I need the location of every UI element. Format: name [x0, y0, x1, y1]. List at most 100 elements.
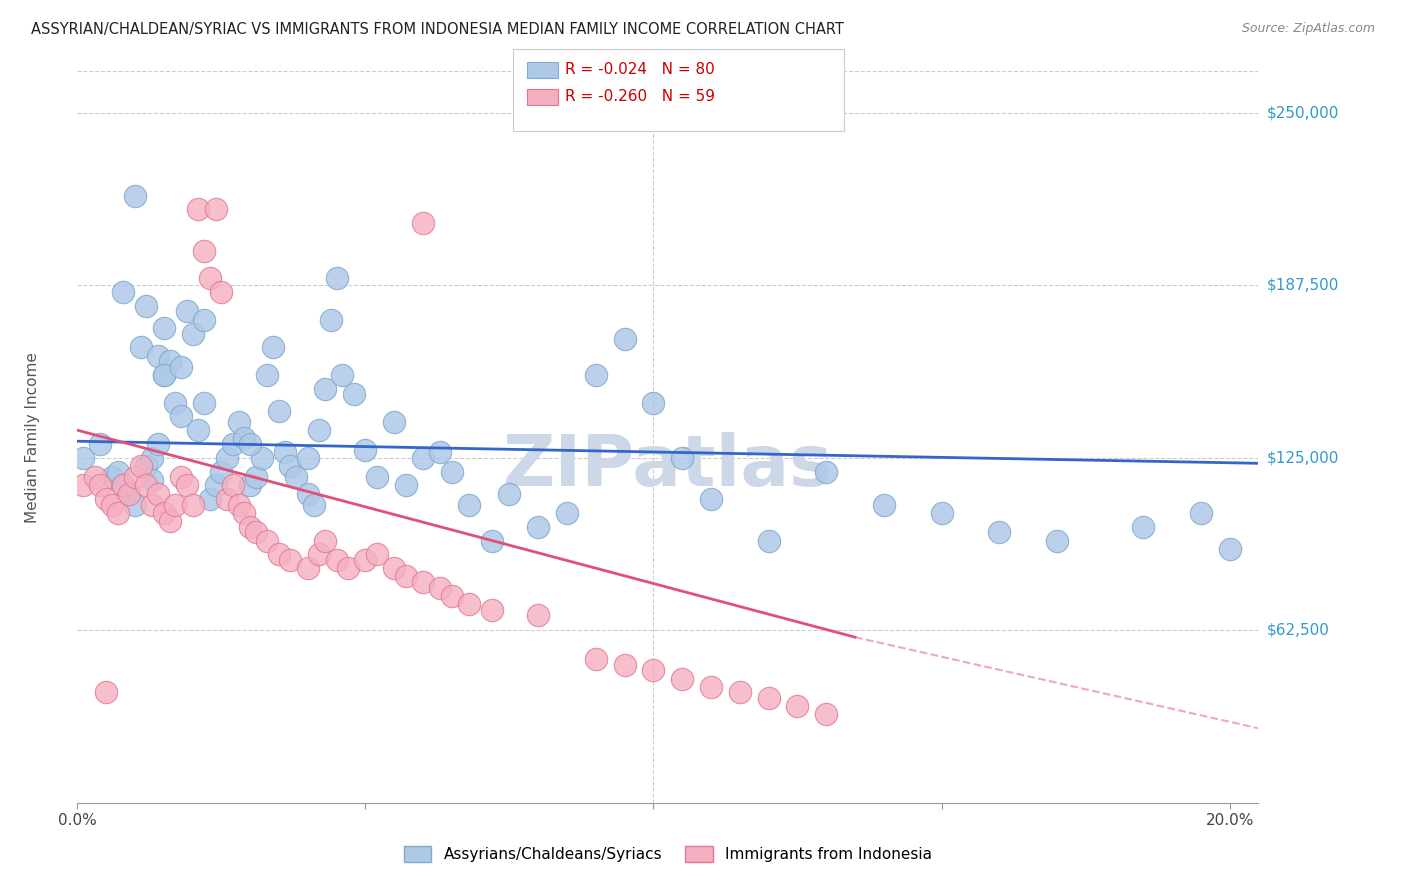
Point — [176, 478, 198, 492]
Point — [141, 473, 163, 487]
Point — [146, 349, 169, 363]
Point — [209, 285, 232, 300]
Point — [141, 450, 163, 465]
Point — [107, 506, 129, 520]
Point — [382, 561, 405, 575]
Point — [256, 368, 278, 382]
Point — [222, 437, 245, 451]
Point — [187, 423, 209, 437]
Point — [429, 445, 451, 459]
Point — [382, 415, 405, 429]
Point — [135, 478, 157, 492]
Point — [204, 202, 226, 217]
Point — [481, 602, 503, 616]
Point — [159, 354, 181, 368]
Point — [671, 672, 693, 686]
Point — [250, 450, 273, 465]
Point — [165, 498, 187, 512]
Point — [135, 458, 157, 473]
Point — [222, 478, 245, 492]
Point — [101, 470, 124, 484]
Point — [412, 216, 434, 230]
Point — [555, 506, 578, 520]
Point — [643, 663, 665, 677]
Text: $125,000: $125,000 — [1267, 450, 1339, 466]
Point — [297, 450, 319, 465]
Point — [159, 514, 181, 528]
Point — [152, 368, 174, 382]
Point — [124, 188, 146, 202]
Point — [873, 498, 896, 512]
Point — [89, 437, 111, 451]
Point — [94, 492, 117, 507]
Point — [366, 548, 388, 562]
Text: $187,500: $187,500 — [1267, 277, 1339, 293]
Point — [124, 498, 146, 512]
Point — [89, 478, 111, 492]
Text: $62,500: $62,500 — [1267, 623, 1330, 638]
Point — [274, 445, 297, 459]
Point — [198, 271, 221, 285]
Point — [217, 450, 239, 465]
Point — [758, 533, 780, 548]
Point — [1219, 541, 1241, 556]
Point — [728, 685, 751, 699]
Point — [94, 685, 117, 699]
Point — [330, 368, 353, 382]
Point — [228, 498, 250, 512]
Point — [228, 415, 250, 429]
Point — [152, 368, 174, 382]
Point — [308, 548, 330, 562]
Point — [152, 321, 174, 335]
Point — [239, 520, 262, 534]
Point — [170, 470, 193, 484]
Point — [193, 395, 215, 409]
Point — [314, 382, 336, 396]
Text: ASSYRIAN/CHALDEAN/SYRIAC VS IMMIGRANTS FROM INDONESIA MEDIAN FAMILY INCOME CORRE: ASSYRIAN/CHALDEAN/SYRIAC VS IMMIGRANTS F… — [31, 22, 844, 37]
Point — [395, 569, 418, 583]
Point — [297, 561, 319, 575]
Point — [498, 486, 520, 500]
Point — [165, 395, 187, 409]
Text: Median Family Income: Median Family Income — [25, 351, 39, 523]
Point — [233, 506, 256, 520]
Text: R = -0.024   N = 80: R = -0.024 N = 80 — [565, 62, 716, 77]
Point — [931, 506, 953, 520]
Point — [988, 525, 1011, 540]
Point — [193, 312, 215, 326]
Point — [297, 486, 319, 500]
Point — [527, 608, 550, 623]
Point — [671, 450, 693, 465]
Point — [280, 458, 302, 473]
Point — [267, 404, 290, 418]
Point — [280, 553, 302, 567]
Text: R = -0.260   N = 59: R = -0.260 N = 59 — [565, 89, 716, 103]
Point — [129, 458, 152, 473]
Point — [1046, 533, 1069, 548]
Point — [124, 470, 146, 484]
Point — [141, 498, 163, 512]
Point — [72, 450, 94, 465]
Point — [285, 470, 308, 484]
Point — [181, 498, 204, 512]
Point — [204, 478, 226, 492]
Point — [1132, 520, 1154, 534]
Point — [643, 395, 665, 409]
Point — [481, 533, 503, 548]
Point — [72, 478, 94, 492]
Text: $250,000: $250,000 — [1267, 105, 1339, 120]
Point — [366, 470, 388, 484]
Point — [152, 506, 174, 520]
Point — [129, 340, 152, 354]
Point — [217, 492, 239, 507]
Point — [354, 553, 377, 567]
Point — [815, 707, 838, 722]
Point — [245, 470, 267, 484]
Point — [758, 690, 780, 705]
Point — [112, 478, 135, 492]
Point — [267, 548, 290, 562]
Point — [395, 478, 418, 492]
Point — [239, 437, 262, 451]
Point — [181, 326, 204, 341]
Point — [343, 387, 366, 401]
